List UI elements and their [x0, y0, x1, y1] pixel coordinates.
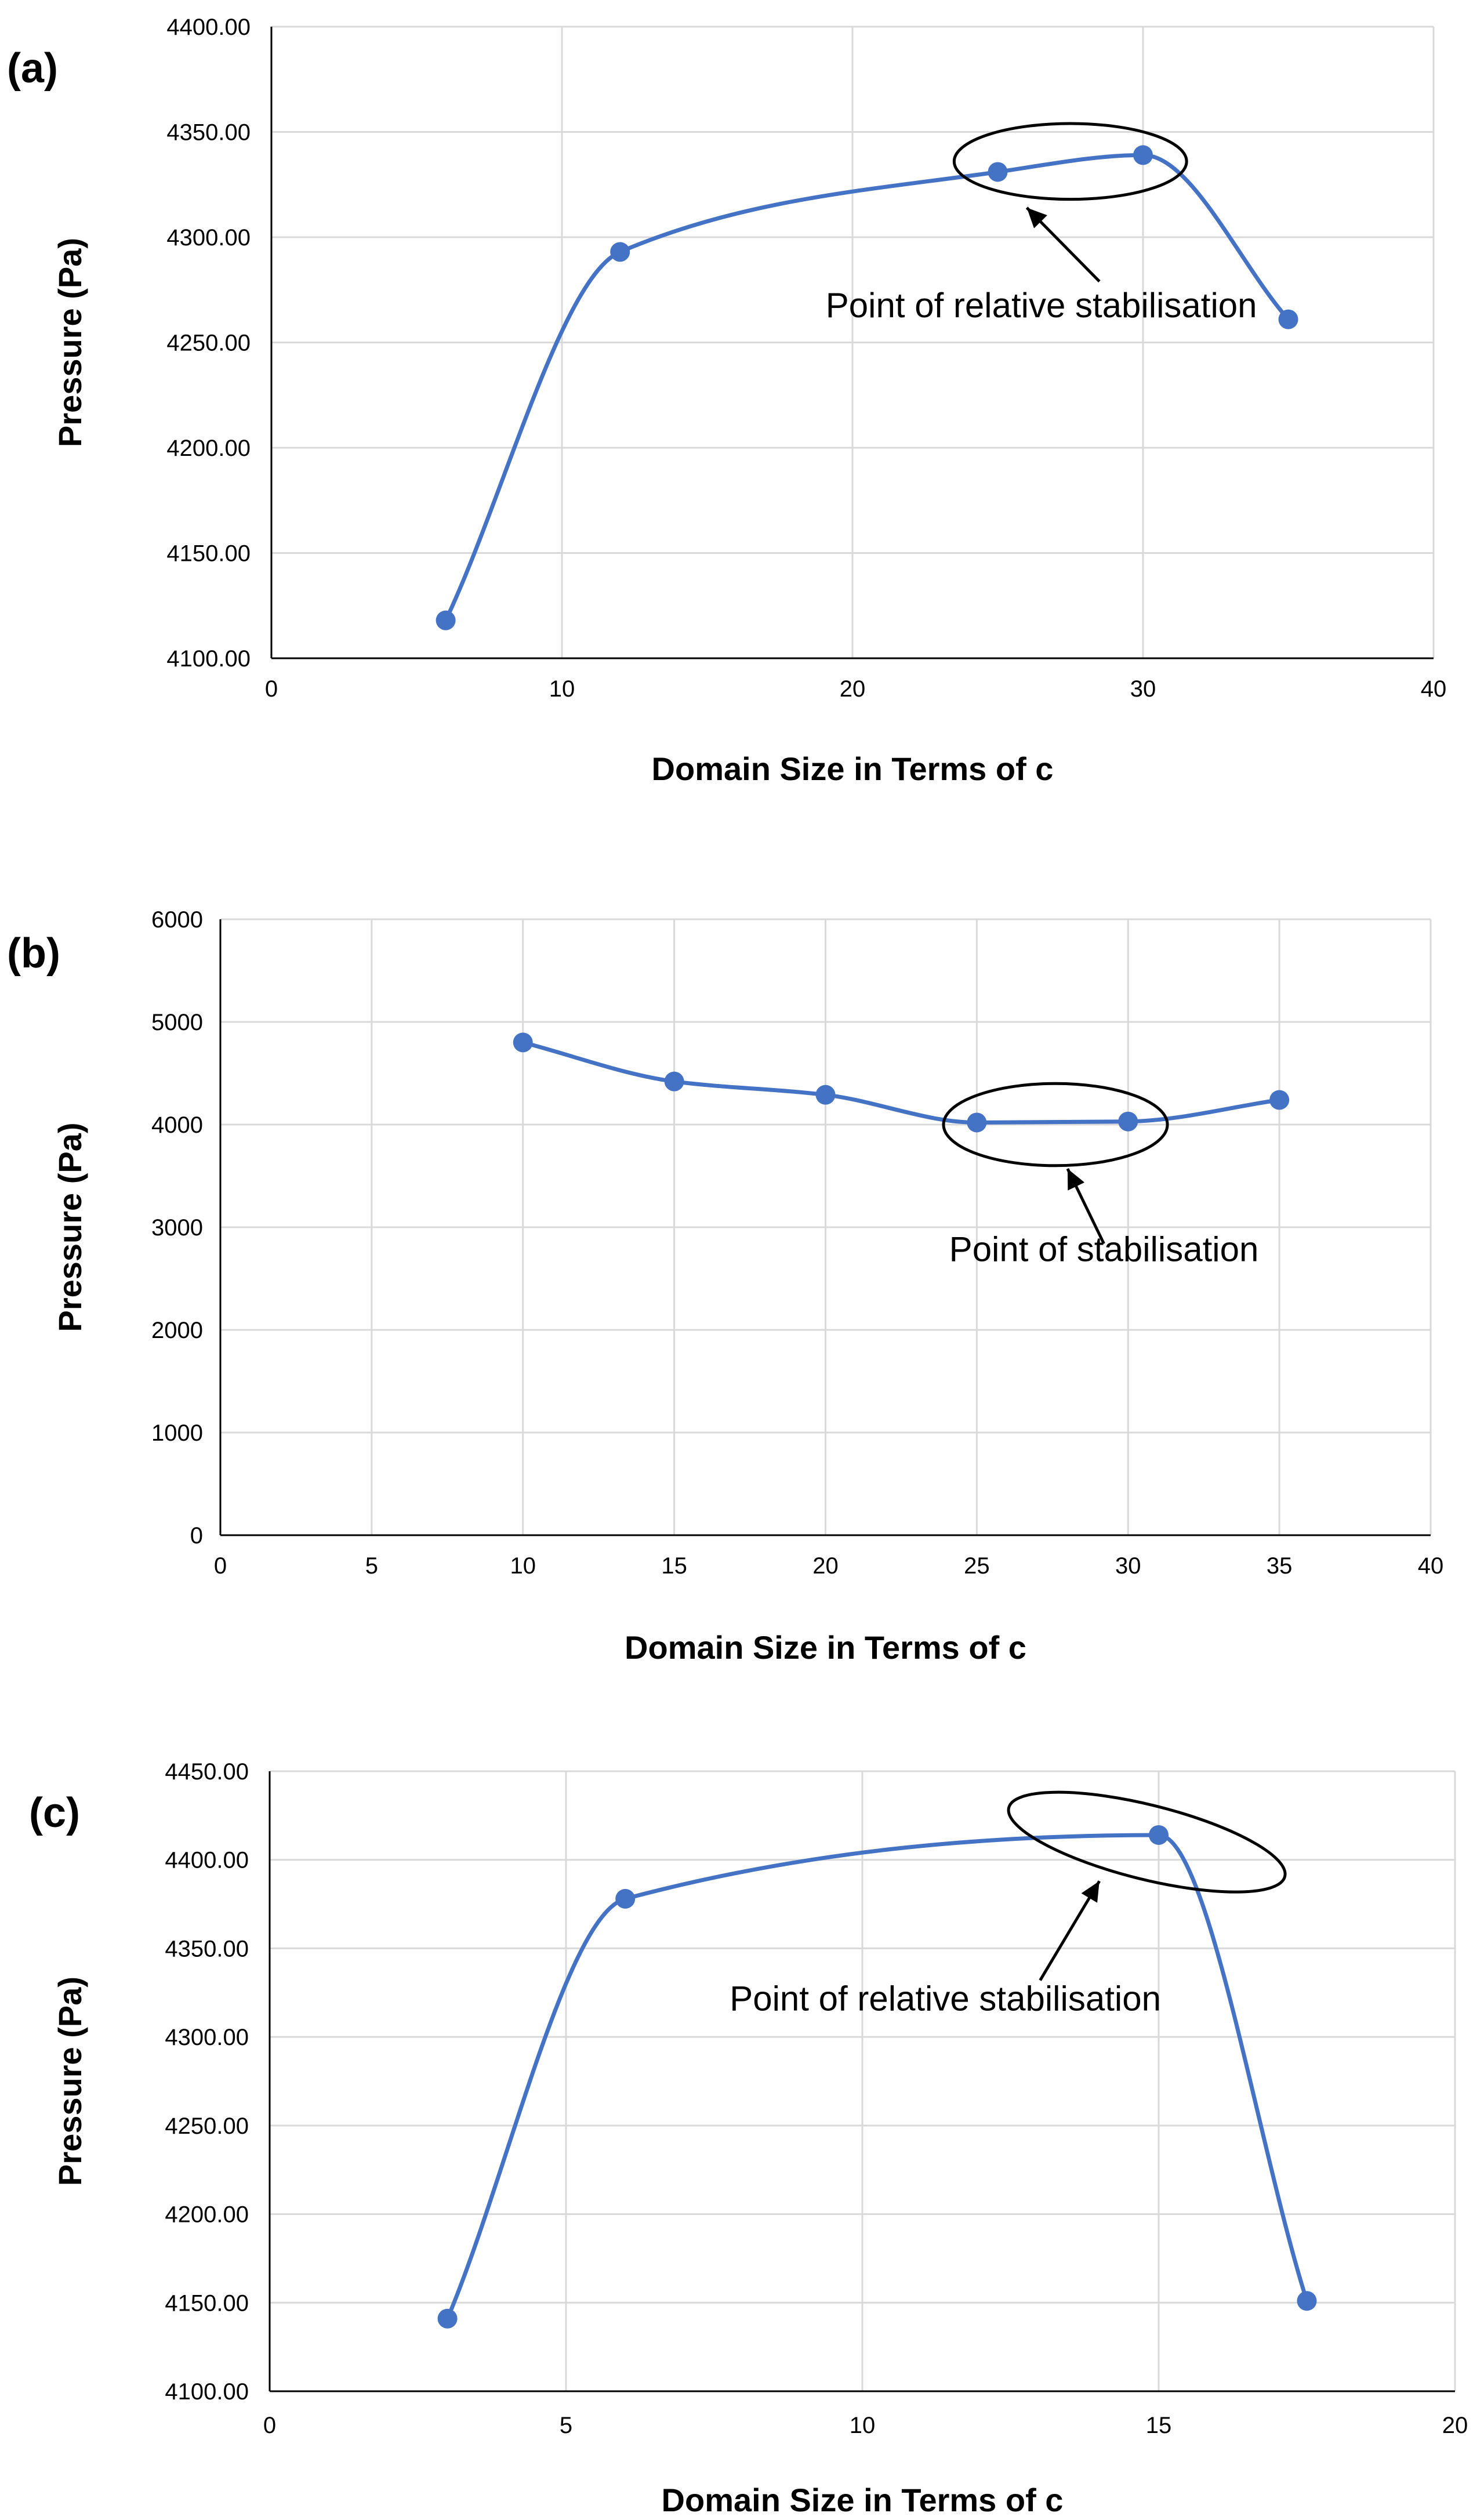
- annotation-text: Point of relative stabilisation: [826, 286, 1257, 325]
- x-tick-label: 10: [850, 2413, 876, 2438]
- series-line: [522, 1040, 1280, 1125]
- annotation-text: Point of relative stabilisation: [730, 1979, 1161, 2018]
- x-axis-label: Domain Size in Terms of c: [625, 1629, 1026, 1666]
- y-axis-label: Pressure (Pa): [52, 1977, 88, 2186]
- data-point: [815, 1085, 836, 1105]
- data-point: [664, 1071, 684, 1092]
- y-tick-label: 4150.00: [165, 2290, 249, 2316]
- series-line: [445, 1833, 1309, 2320]
- x-tick-label: 25: [964, 1553, 990, 1579]
- y-tick-label: 6000: [151, 907, 203, 933]
- arrow-head: [1067, 1169, 1085, 1191]
- panel-label: (a): [7, 45, 58, 92]
- panel-a: 4100.00 4150.00 4200.00 4250.00 4300.00 4350.…: [7, 14, 1446, 787]
- data-point: [610, 242, 630, 262]
- y-tick-label: 4100.00: [166, 646, 251, 672]
- y-tick-label: 0: [190, 1523, 203, 1549]
- y-tick-label: 4400.00: [165, 1848, 249, 1873]
- x-tick-label: 15: [1146, 2413, 1172, 2438]
- x-tick-label: 0: [214, 1553, 227, 1579]
- annotation-ellipse: [1007, 1790, 1287, 1894]
- x-tick-label: 40: [1418, 1553, 1444, 1579]
- y-tick-label: 4350.00: [165, 1936, 249, 1961]
- data-point: [1149, 1825, 1169, 1845]
- x-tick-label: 20: [1442, 2413, 1468, 2438]
- y-tick-label: 4250.00: [166, 331, 251, 356]
- y-tick-label: 4150.00: [166, 541, 251, 567]
- x-tick-label: 40: [1421, 676, 1447, 702]
- y-tick-label: 4300.00: [165, 2025, 249, 2050]
- y-tick-label: 4000: [151, 1112, 203, 1138]
- y-axis-label: Pressure (Pa): [52, 238, 88, 447]
- x-axis-label: Domain Size in Terms of c: [652, 750, 1054, 787]
- panel-b: 0 1000 2000 3000 4000 5000 6000 0 5 10 15 20 25 30 35 4…: [7, 907, 1443, 1666]
- x-tick-label: 15: [661, 1553, 687, 1579]
- data-point: [988, 162, 1008, 182]
- y-tick-label: 4300.00: [166, 225, 251, 251]
- x-tick-label: 5: [365, 1553, 378, 1579]
- data-point: [1269, 1090, 1290, 1110]
- y-axis-label: Pressure (Pa): [52, 1122, 88, 1332]
- x-tick-label: 0: [263, 2413, 276, 2438]
- x-tick-label: 35: [1267, 1553, 1293, 1579]
- arrow-head: [1026, 208, 1047, 229]
- data-point: [1297, 2291, 1317, 2311]
- data-point: [513, 1032, 533, 1053]
- data-point: [1118, 1111, 1138, 1132]
- y-tick-label: 5000: [151, 1010, 203, 1035]
- data-point: [436, 610, 456, 630]
- y-tick-label: 4200.00: [165, 2202, 249, 2228]
- x-tick-label: 0: [265, 676, 278, 702]
- y-tick-label: 3000: [151, 1215, 203, 1241]
- x-tick-label: 20: [812, 1553, 839, 1579]
- y-tick-label: 4200.00: [166, 436, 251, 461]
- x-tick-label: 20: [840, 676, 866, 702]
- y-tick-label: 4100.00: [165, 2379, 249, 2405]
- x-tick-label: 10: [510, 1553, 536, 1579]
- annotation-text: Point of stabilisation: [949, 1230, 1259, 1268]
- panel-label: (c): [29, 1790, 80, 1836]
- panel-label: (b): [7, 930, 60, 977]
- panel-c: 4100.00 4150.00 4200.00 4250.00 4300.00 4350.…: [29, 1759, 1468, 2518]
- y-tick-label: 1000: [151, 1420, 203, 1446]
- y-tick-label: 4250.00: [165, 2113, 249, 2139]
- data-point: [1278, 309, 1298, 329]
- annotation-ellipse: [942, 1082, 1169, 1167]
- x-tick-label: 5: [560, 2413, 572, 2438]
- data-point: [615, 1888, 636, 1909]
- arrow-head: [1081, 1881, 1100, 1903]
- data-point: [967, 1112, 987, 1133]
- y-tick-label: 4350.00: [166, 120, 251, 146]
- y-tick-label: 2000: [151, 1318, 203, 1343]
- y-tick-label: 4400.00: [166, 14, 251, 40]
- annotation-ellipse: [952, 122, 1188, 201]
- x-tick-label: 10: [549, 676, 575, 702]
- data-point: [437, 2308, 458, 2329]
- x-tick-label: 30: [1115, 1553, 1141, 1579]
- x-tick-label: 30: [1130, 676, 1156, 702]
- series-line: [444, 153, 1290, 622]
- data-point: [1133, 145, 1153, 165]
- x-axis-label: Domain Size in Terms of c: [662, 2482, 1064, 2518]
- y-tick-label: 4450.00: [165, 1759, 249, 1785]
